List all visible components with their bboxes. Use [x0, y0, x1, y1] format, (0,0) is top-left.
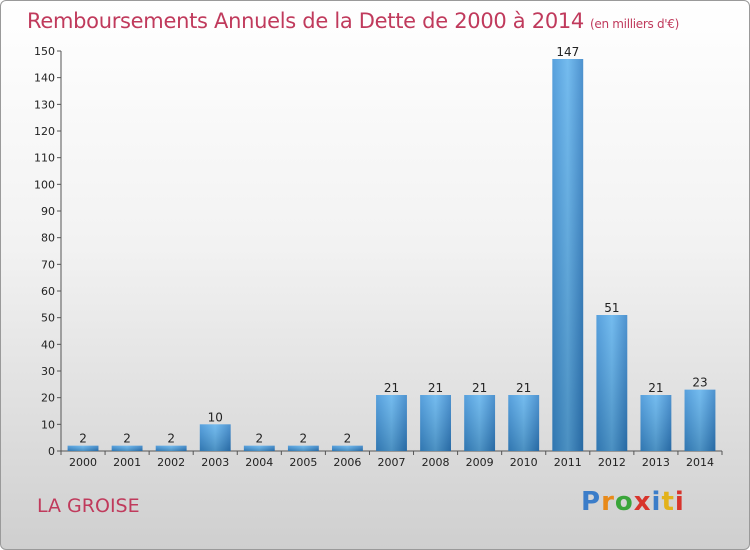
bar-shade: [420, 395, 451, 451]
bar-shade: [464, 395, 496, 451]
x-tick-label: 2001: [113, 456, 141, 469]
bar-shade: [596, 315, 628, 451]
y-tick-label: 100: [34, 178, 55, 191]
bar-shade: [508, 395, 540, 451]
chart-title-text: Remboursements Annuels de la Dette de 20…: [27, 9, 584, 33]
y-tick-label: 50: [41, 312, 55, 325]
bar-value-label: 21: [648, 381, 663, 395]
bar-shade: [287, 445, 319, 451]
y-tick-label: 140: [34, 72, 55, 85]
proxiti-logo: Proxiti: [581, 487, 685, 517]
bar-shade: [552, 59, 584, 451]
bar-value-label: 21: [516, 381, 531, 395]
bar-shade: [111, 445, 143, 451]
bar-shade: [684, 389, 716, 451]
bar-value-label: 147: [556, 45, 579, 59]
y-tick-label: 130: [34, 98, 55, 111]
bar-value-label: 23: [692, 376, 707, 390]
bar-value-label: 2: [167, 432, 175, 446]
bar-value-label: 21: [384, 381, 399, 395]
bar-value-label: 2: [123, 432, 131, 446]
x-tick-label: 2006: [333, 456, 361, 469]
city-name: LA GROISE: [37, 495, 140, 517]
bar-shade: [67, 445, 99, 451]
y-tick-label: 120: [34, 125, 55, 138]
x-tick-label: 2007: [378, 456, 406, 469]
bar-shade: [199, 424, 231, 451]
y-tick-label: 20: [41, 392, 55, 405]
y-tick-label: 10: [41, 418, 55, 431]
chart-bars: 2 2 2 10 2 2 2 21 21 21 21 147 51 21 23: [67, 45, 716, 451]
bar-value-label: 2: [344, 432, 352, 446]
x-tick-label: 2012: [598, 456, 626, 469]
y-tick-label: 40: [41, 338, 55, 351]
chart-title: Remboursements Annuels de la Dette de 20…: [27, 9, 679, 33]
bar-value-label: 2: [79, 432, 87, 446]
bar-value-label: 51: [604, 301, 619, 315]
y-tick-label: 150: [34, 45, 55, 58]
chart-unit: (en milliers d'€): [590, 17, 680, 31]
y-tick-label: 70: [41, 258, 55, 271]
x-tick-label: 2004: [245, 456, 273, 469]
x-tick-label: 2005: [289, 456, 317, 469]
x-tick-label: 2003: [201, 456, 229, 469]
x-tick-label: 2013: [642, 456, 670, 469]
x-tick-label: 2009: [466, 456, 494, 469]
x-tick-label: 2002: [157, 456, 185, 469]
bar-value-label: 2: [300, 432, 308, 446]
x-tick-label: 2008: [422, 456, 450, 469]
x-tick-label: 2010: [510, 456, 538, 469]
y-tick-label: 80: [41, 232, 55, 245]
chart-axes: 0 10 20 30 40 50 60 70 80 90 100 110 120 130 140 150 200…: [34, 45, 723, 469]
bar-value-label: 21: [472, 381, 487, 395]
y-tick-label: 0: [48, 445, 55, 458]
y-tick-label: 30: [41, 365, 55, 378]
bar-value-label: 10: [208, 410, 223, 424]
bar-value-label: 2: [255, 432, 263, 446]
bar-shade: [155, 445, 187, 451]
y-tick-label: 110: [34, 152, 55, 165]
y-tick-label: 60: [41, 285, 55, 298]
bar-shade: [640, 395, 672, 451]
bar-shade: [332, 445, 363, 451]
x-tick-label: 2000: [69, 456, 97, 469]
y-tick-label: 90: [41, 205, 55, 218]
bar-shade: [376, 395, 407, 451]
bar-shade: [243, 445, 275, 451]
x-tick-label: 2011: [554, 456, 582, 469]
x-tick-label: 2014: [686, 456, 714, 469]
bar-value-label: 21: [428, 381, 443, 395]
